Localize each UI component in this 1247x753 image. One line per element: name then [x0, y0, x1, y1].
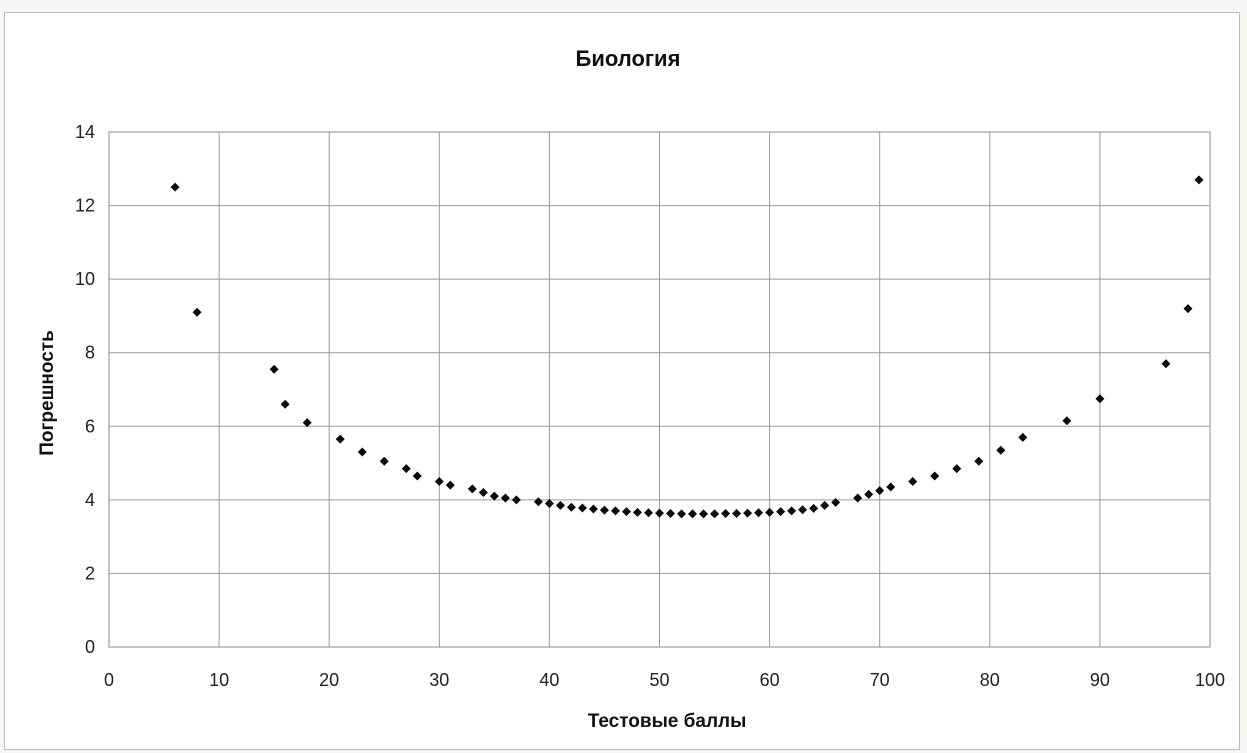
- x-tick-label: 70: [870, 670, 890, 690]
- data-point: [710, 509, 720, 519]
- data-point: [809, 503, 819, 513]
- data-point: [798, 505, 808, 515]
- data-point: [269, 364, 279, 374]
- data-point: [853, 493, 863, 503]
- data-point: [412, 471, 422, 481]
- data-point: [511, 495, 521, 505]
- x-tick-label: 100: [1195, 670, 1225, 690]
- data-point: [621, 507, 631, 517]
- data-points: [170, 175, 1204, 519]
- x-axis-ticks: 0 10 20 30 40 50 60 70 80 90 100: [104, 670, 1225, 690]
- data-point: [721, 508, 731, 518]
- data-point: [732, 508, 742, 518]
- data-point: [533, 497, 543, 507]
- data-point: [952, 464, 962, 474]
- x-tick-label: 40: [539, 670, 559, 690]
- data-point: [699, 509, 709, 519]
- x-tick-label: 90: [1090, 670, 1110, 690]
- data-point: [632, 507, 642, 517]
- x-tick-label: 80: [980, 670, 1000, 690]
- y-tick-label: 14: [75, 122, 95, 142]
- data-point: [588, 504, 598, 514]
- data-point: [743, 508, 753, 518]
- data-point: [577, 503, 587, 513]
- y-tick-label: 6: [85, 416, 95, 436]
- data-point: [831, 497, 841, 507]
- data-point: [379, 456, 389, 466]
- data-point: [820, 500, 830, 510]
- data-point: [170, 182, 180, 192]
- chart-frame: [4, 12, 1240, 750]
- y-tick-label: 0: [85, 637, 95, 657]
- data-point: [1018, 432, 1028, 442]
- data-point: [1062, 416, 1072, 426]
- data-point: [643, 508, 653, 518]
- data-point: [688, 509, 698, 519]
- data-point: [655, 508, 664, 518]
- data-point: [280, 399, 290, 409]
- data-point: [489, 491, 499, 501]
- data-point: [776, 507, 786, 517]
- data-point: [1194, 175, 1204, 185]
- data-point: [192, 307, 202, 317]
- data-point: [555, 500, 565, 510]
- y-tick-label: 2: [85, 563, 95, 583]
- x-tick-label: 50: [649, 670, 669, 690]
- x-tick-label: 10: [209, 670, 229, 690]
- data-point: [566, 502, 576, 512]
- data-point: [357, 447, 367, 457]
- data-point: [930, 471, 940, 481]
- data-point: [864, 489, 874, 499]
- x-tick-label: 0: [104, 670, 114, 690]
- data-point: [599, 505, 609, 515]
- grid: [108, 131, 1211, 648]
- data-point: [1095, 394, 1105, 404]
- data-point: [302, 418, 312, 428]
- plot-area: [108, 131, 1211, 648]
- data-point: [974, 456, 984, 466]
- y-tick-label: 4: [85, 490, 95, 510]
- y-tick-label: 12: [75, 196, 95, 216]
- data-point: [666, 508, 676, 518]
- data-point: [1161, 359, 1171, 369]
- x-tick-label: 20: [319, 670, 339, 690]
- data-point: [754, 508, 764, 518]
- data-point: [445, 480, 455, 490]
- data-point: [478, 488, 488, 497]
- data-point: [544, 499, 554, 509]
- y-axis-ticks: 0 2 4 6 8 10 12 14: [75, 122, 95, 657]
- data-point: [765, 507, 775, 517]
- data-point: [467, 484, 477, 494]
- y-tick-label: 10: [75, 269, 95, 289]
- data-point: [500, 493, 510, 503]
- data-point: [908, 476, 918, 486]
- data-point: [401, 464, 411, 474]
- data-point: [996, 445, 1006, 455]
- data-point: [434, 476, 444, 486]
- chart-title: Биология: [576, 46, 681, 71]
- data-point: [335, 434, 345, 444]
- data-point: [886, 482, 896, 492]
- data-point: [1183, 304, 1193, 314]
- x-tick-label: 60: [760, 670, 780, 690]
- y-axis-label: Погрешность: [37, 330, 58, 456]
- x-axis-label: Тестовые баллы: [588, 711, 747, 732]
- x-tick-label: 30: [429, 670, 449, 690]
- data-point: [787, 506, 797, 516]
- data-point: [677, 509, 687, 519]
- data-point: [875, 486, 885, 496]
- y-tick-label: 8: [85, 343, 95, 363]
- data-point: [610, 506, 620, 516]
